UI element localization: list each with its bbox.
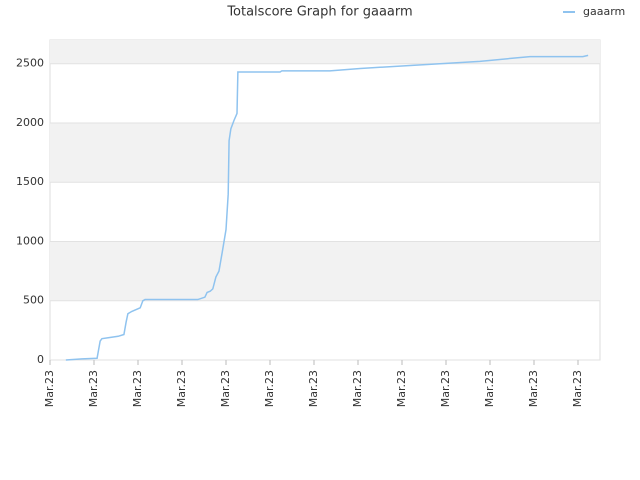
y-tick-label: 0	[37, 353, 44, 366]
x-tick-label: Mar.23	[395, 370, 408, 407]
legend-label: gaaarm	[583, 5, 625, 18]
x-tick-label: Mar.23	[131, 370, 144, 407]
x-tick-label: Mar.23	[263, 370, 276, 407]
x-tick-label: Mar.23	[43, 370, 56, 407]
y-tick-label: 500	[23, 294, 44, 307]
line	[65, 54, 589, 361]
x-tick-label: Mar.23	[571, 370, 584, 407]
x-tick-label: Mar.23	[439, 370, 452, 407]
x-tick-label: Mar.23	[87, 370, 100, 407]
chart-title: Totalscore Graph for gaaarm	[226, 5, 412, 20]
x-tick-label: Mar.23	[527, 370, 540, 407]
grid-band	[50, 40, 600, 64]
x-tick-label: Mar.23	[307, 370, 320, 407]
grid-band	[50, 241, 600, 301]
x-tick-label: Mar.23	[219, 370, 232, 407]
plot-area	[49, 39, 601, 361]
y-tick-label: 2000	[16, 116, 44, 129]
x-tick-label: Mar.23	[175, 370, 188, 407]
x-tick-label: Mar.23	[483, 370, 496, 407]
y-tick-label: 1000	[16, 234, 44, 247]
grid-band	[50, 122, 600, 183]
x-tick-label: Mar.23	[351, 370, 364, 407]
y-tick-label: 2500	[16, 57, 44, 70]
y-tick-label: 1500	[16, 175, 44, 188]
